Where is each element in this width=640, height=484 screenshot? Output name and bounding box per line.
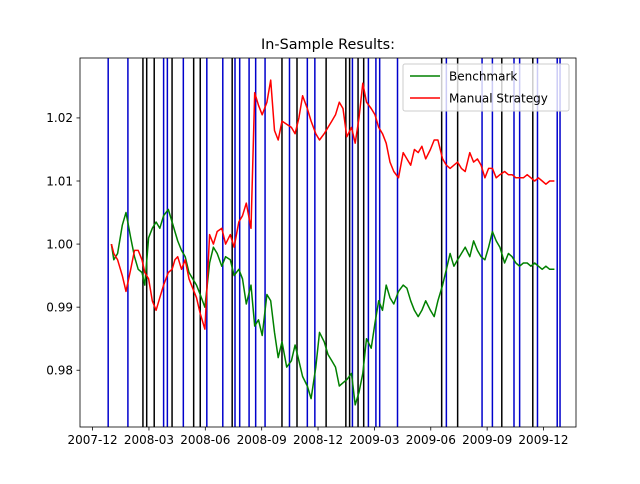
vertical-markers	[107, 58, 561, 427]
legend-box	[402, 63, 570, 112]
y-tick-label: 0.99	[46, 300, 73, 314]
y-tick-label: 1.01	[46, 174, 73, 188]
legend: Benchmark Manual Strategy	[402, 63, 570, 112]
legend-label-manual-strategy: Manual Strategy	[449, 92, 548, 106]
x-tick-label: 2008-06	[180, 433, 230, 447]
x-tick-label: 2008-12	[293, 433, 343, 447]
x-tick-label: 2009-03	[349, 433, 399, 447]
x-tick-label: 2009-09	[462, 433, 512, 447]
y-tick-label: 1.02	[46, 111, 73, 125]
series-line-manual-strategy	[110, 79, 555, 330]
chart-title: In-Sample Results:	[261, 37, 395, 53]
x-axis: 2007-12 2008-03 2008-06 2008-09 2008-12 2009-…	[68, 427, 569, 447]
x-tick-label: 2009-12	[518, 433, 568, 447]
plot-frame	[79, 57, 577, 428]
y-axis: 0.98 0.99 1.00 1.01 1.02	[46, 111, 80, 378]
x-tick-label: 2008-09	[237, 433, 287, 447]
legend-label-benchmark: Benchmark	[449, 70, 517, 84]
series-line-benchmark	[110, 208, 555, 406]
y-tick-label: 0.98	[46, 364, 73, 378]
x-tick-label: 2008-03	[124, 433, 174, 447]
series-layer	[110, 79, 555, 406]
x-tick-label: 2009-06	[406, 433, 456, 447]
y-tick-label: 1.00	[46, 237, 73, 251]
x-tick-label: 2007-12	[68, 433, 118, 447]
